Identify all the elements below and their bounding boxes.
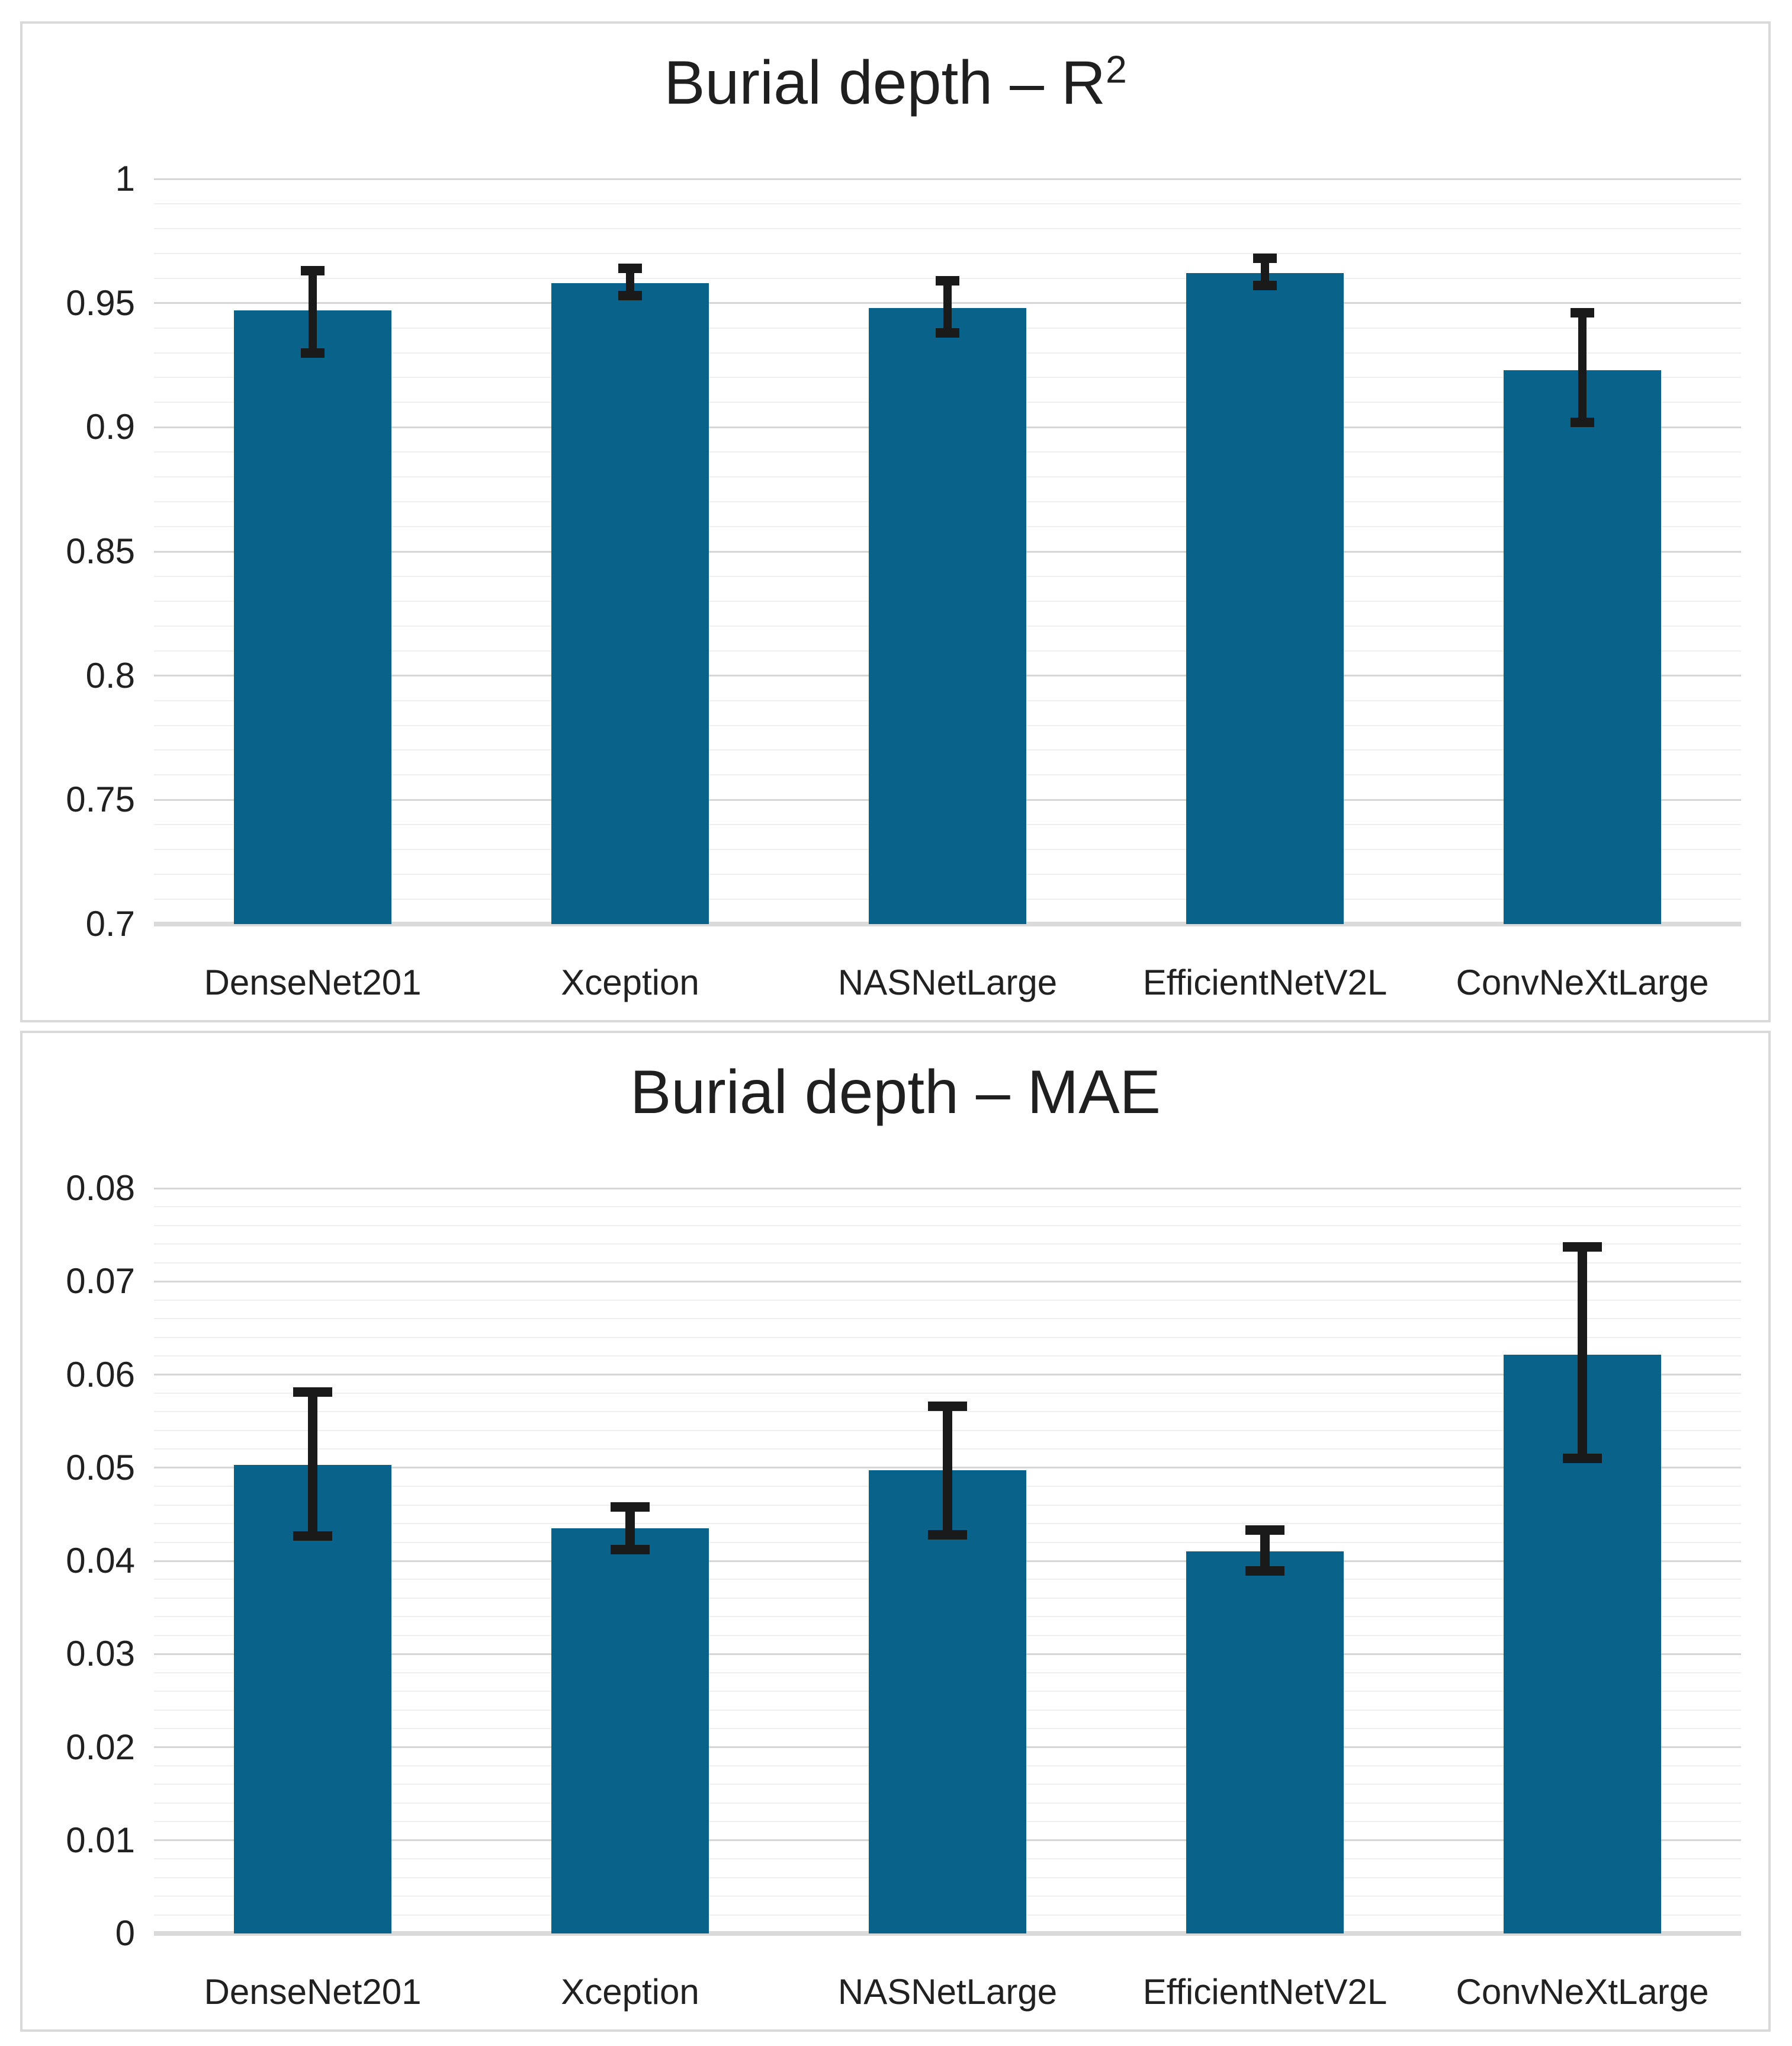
mae-chart-panel: Burial depth – MAE 0.08 0.07 0.06 0.05 0.04 0… — [20, 1031, 1771, 2032]
error-bar-bottom-cap — [928, 1529, 967, 1540]
error-bar-top-cap — [1571, 308, 1594, 318]
y-tick-label: 0.04 — [66, 1541, 135, 1580]
error-bar-bottom-cap — [1245, 1566, 1284, 1576]
error-bar-top-cap — [293, 1387, 332, 1397]
x-category-label: Xception — [561, 963, 699, 1002]
y-tick-label: 0.8 — [85, 655, 135, 695]
gridline-major — [154, 178, 1741, 180]
y-tick-label: 0.75 — [66, 780, 135, 820]
bar-DenseNet201 — [234, 310, 391, 924]
gridline-major — [154, 1187, 1741, 1189]
y-tick-label: 0.05 — [66, 1447, 135, 1487]
error-bar-Xception — [626, 268, 634, 296]
error-bar-EfficientNetV2L — [1261, 258, 1269, 286]
bar-Xception — [551, 283, 709, 924]
y-tick-label: 0.06 — [66, 1354, 135, 1394]
error-bar-top-cap — [1245, 1525, 1284, 1535]
x-category-label: DenseNet201 — [204, 963, 422, 1002]
error-bar-bottom-cap — [1563, 1454, 1602, 1464]
y-tick-label: 0.01 — [66, 1820, 135, 1860]
bar-Xception — [551, 1528, 709, 1933]
y-tick-label: 0.07 — [66, 1261, 135, 1301]
bar-NASNetLarge — [869, 1470, 1026, 1933]
bar-EfficientNetV2L — [1186, 1551, 1344, 1933]
mae-plot-area: 0.08 0.07 0.06 0.05 0.04 0.03 0.02 0.01 0 DenseNe… — [23, 1033, 1768, 2029]
gridline-minor — [154, 1224, 1741, 1226]
r2-title-superscript: 2 — [1105, 48, 1127, 91]
error-bar-NASNetLarge — [943, 280, 952, 333]
error-bar-DenseNet201 — [308, 1392, 317, 1536]
y-tick-label: 0 — [115, 1913, 135, 1953]
error-bar-NASNetLarge — [943, 1406, 952, 1535]
error-bar-bottom-cap — [936, 328, 959, 338]
error-bar-EfficientNetV2L — [1260, 1530, 1270, 1572]
error-bar-bottom-cap — [611, 1545, 650, 1555]
error-bar-bottom-cap — [618, 291, 642, 301]
error-bar-Xception — [625, 1506, 635, 1550]
r2-chart-title: Burial depth – R2 — [23, 46, 1768, 120]
axis-baseline — [154, 1931, 1741, 1936]
error-bar-bottom-cap — [1571, 417, 1594, 427]
gridline-minor — [154, 1243, 1741, 1245]
mae-chart-title: Burial depth – MAE — [23, 1056, 1768, 1130]
gridline-minor — [154, 227, 1741, 229]
bar-EfficientNetV2L — [1186, 273, 1344, 924]
x-category-label: EfficientNetV2L — [1142, 1972, 1388, 2012]
gridline-major — [154, 1374, 1741, 1375]
gridline-minor — [154, 252, 1741, 254]
x-category-label: ConvNeXtLarge — [1456, 1972, 1709, 2012]
gridline-minor — [154, 1318, 1741, 1320]
gridline-minor — [154, 1262, 1741, 1263]
bar-DenseNet201 — [234, 1465, 391, 1933]
x-category-label: DenseNet201 — [204, 1972, 422, 2012]
gridline-minor — [154, 203, 1741, 204]
x-category-label: ConvNeXtLarge — [1456, 963, 1709, 1002]
gridline-minor — [154, 1355, 1741, 1357]
y-tick-label: 0.08 — [66, 1168, 135, 1208]
y-tick-label: 0.95 — [66, 283, 135, 323]
error-bar-top-cap — [618, 263, 642, 273]
error-bar-ConvNeXtLarge — [1578, 313, 1587, 422]
x-category-label: Xception — [561, 1972, 699, 2012]
bar-ConvNeXtLarge — [1504, 370, 1661, 924]
x-category-label: EfficientNetV2L — [1142, 963, 1388, 1002]
x-category-label: NASNetLarge — [837, 1972, 1058, 2012]
mae-chart-title-text: Burial depth – MAE — [630, 1058, 1161, 1127]
y-tick-label: 0.9 — [85, 407, 135, 447]
gridline-minor — [154, 1299, 1741, 1301]
error-bar-top-cap — [928, 1401, 967, 1411]
y-tick-label: 0.85 — [66, 531, 135, 571]
axis-baseline — [154, 922, 1741, 926]
error-bar-top-cap — [1253, 254, 1277, 264]
r2-chart-panel: Burial depth – R2 1 0.95 0.9 0.85 0.8 0.75 0.7… — [20, 21, 1771, 1022]
y-tick-label: 0.02 — [66, 1727, 135, 1767]
r2-chart-title-text: Burial depth – R — [664, 49, 1106, 117]
gridline-major — [154, 1280, 1741, 1282]
x-category-label: NASNetLarge — [837, 963, 1058, 1002]
gridline-minor — [154, 1392, 1741, 1394]
error-bar-top-cap — [936, 275, 959, 286]
y-tick-label: 0.7 — [85, 904, 135, 944]
y-tick-label: 0.03 — [66, 1634, 135, 1674]
gridline-minor — [154, 1206, 1741, 1208]
error-bar-DenseNet201 — [309, 271, 317, 353]
error-bar-top-cap — [611, 1502, 650, 1512]
bar-NASNetLarge — [869, 308, 1026, 924]
error-bar-ConvNeXtLarge — [1578, 1247, 1587, 1459]
error-bar-bottom-cap — [301, 348, 325, 358]
gridline-minor — [154, 1336, 1741, 1338]
error-bar-bottom-cap — [1253, 281, 1277, 291]
y-tick-label: 1 — [115, 159, 135, 198]
r2-plot-area: 1 0.95 0.9 0.85 0.8 0.75 0.7 DenseNet201 Xceptio… — [23, 24, 1768, 1020]
error-bar-top-cap — [301, 266, 325, 276]
error-bar-top-cap — [1563, 1242, 1602, 1252]
error-bar-bottom-cap — [293, 1531, 332, 1541]
